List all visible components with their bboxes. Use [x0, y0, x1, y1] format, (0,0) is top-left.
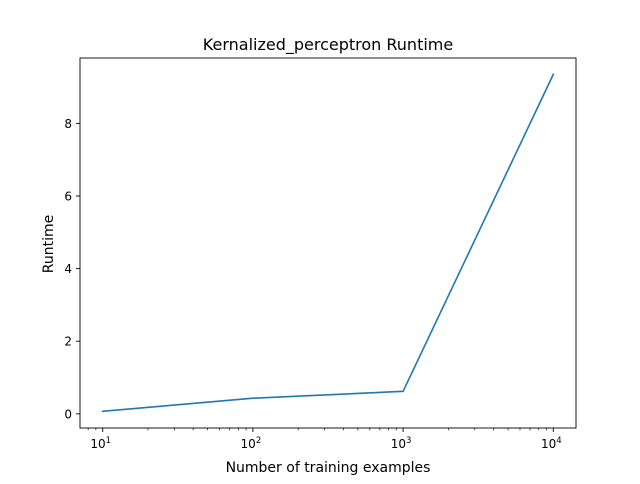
x-tick-label-0: 101: [90, 436, 111, 451]
chart-title: Kernalized_perceptron Runtime: [203, 35, 453, 55]
data-point-0-0: [101, 410, 104, 413]
y-tick-label-2: 4: [64, 262, 72, 276]
data-point-0-2: [402, 390, 404, 393]
y-axis-label: Runtime: [41, 215, 57, 273]
y-tick-label-3: 6: [64, 189, 72, 203]
x-tick-label-1: 102: [241, 436, 262, 451]
plot-area: 101 102 103 104 0 2 4 6 8: [64, 57, 577, 451]
x-tick-label-2: 103: [391, 436, 412, 451]
y-tick-label-1: 2: [64, 335, 72, 349]
y-tick-label-4: 8: [64, 117, 72, 131]
y-tick-label-0: 0: [64, 407, 72, 421]
series-line-0: [101, 73, 555, 413]
data-point-0-1: [252, 397, 254, 400]
data-point-0-3: [552, 73, 555, 76]
x-tick-label-3: 104: [541, 436, 562, 451]
x-axis-label: Number of training examples: [226, 460, 431, 476]
axes-frame: [79, 57, 577, 429]
